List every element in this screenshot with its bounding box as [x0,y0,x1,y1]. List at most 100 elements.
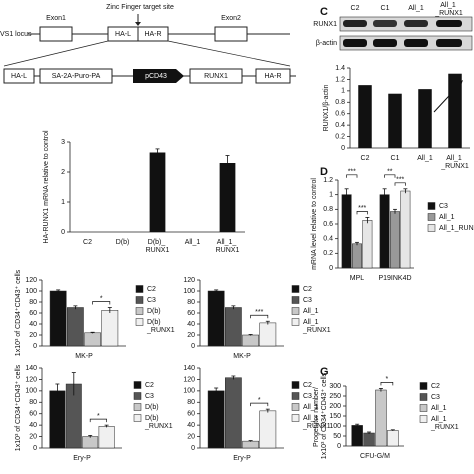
y-tick-label: 0 [341,145,345,152]
chart-panel: 0 20 40 60 80 100 120 C2 C3 All_1 All_1 _RUNX1 *** M… [183,277,330,360]
x-tick-label: C2 [361,155,370,162]
bar [352,243,362,269]
guide-line [3,40,109,67]
y-tick-label: 1 [341,88,345,95]
y-tick-label: 120 [25,277,37,284]
significance-label: *** [396,177,404,184]
arm-label: HA-R [144,31,161,38]
y-tick-label: 0 [33,445,37,452]
x-tick-label: MK-P [233,353,251,360]
arm-box [3,68,35,84]
y-tick-label: 3 [61,139,65,146]
blot-band [373,39,397,47]
bar [98,426,115,449]
y-tick-label: 0 [61,229,65,236]
y-tick-label: 100 [25,288,37,295]
bar [225,307,242,347]
legend-swatch [419,404,428,412]
x-tick-label: MPL [350,275,365,282]
legend-swatch [427,213,436,221]
legend-swatch [133,403,142,411]
blot-band [404,39,428,47]
legend-swatch [427,224,436,232]
y-tick-label: 40 [187,321,195,328]
legend-swatch [135,285,144,293]
chart-panel: 0 20 40 60 80 100 120 140 C2 C3 All_1 All_1 _RUNX1 *… [183,365,330,462]
bar [259,322,277,347]
legend-label: C2 [303,382,312,389]
significance-bracket [346,174,358,178]
legend-swatch [135,296,144,304]
x-tick-label: CFU-G/M [360,453,390,460]
y-tick-label: 0.4 [323,236,333,243]
cassette-box [39,68,113,84]
bar [242,334,259,347]
bar [379,194,390,269]
y-tick-label: 100 [329,423,341,430]
y-tick-label: 40 [187,422,195,429]
significance-label: *** [255,309,263,316]
y-tick-label: 80 [187,299,195,306]
chart-panel: C 0 0.2 0.4 0.6 0.8 1 1.2 1.4 RUNX1/β-actin C2 C1 Al… [320,6,470,170]
y-tick-label: 80 [29,299,37,306]
legend-swatch [291,318,300,326]
bar [448,73,462,148]
legend-swatch [135,307,144,315]
bar [375,389,387,447]
y-tick-label: 20 [187,433,195,440]
bar [101,310,119,347]
y-axis-label: RUNX1/β-actin [323,84,330,131]
bar [400,190,411,269]
bar [49,390,66,449]
significance-bracket [250,402,269,407]
arm-box [137,26,169,42]
legend-label: All_1 [303,308,319,315]
x-tick-label: D(b) [116,239,130,246]
y-tick-label: 150 [329,413,341,420]
significance-label: *** [358,205,366,212]
guide-line [167,40,291,67]
chart-panel: D 0 0.2 0.4 0.6 0.8 1 1.2 mRNA level relative to… [311,166,474,282]
x-tick-label: MK-P [75,353,93,360]
x-tick-label: P19INK4D [378,275,411,282]
x-tick-label: All_1_ RUNX1 [216,239,240,254]
y-tick-label: 1.2 [335,76,345,83]
y-tick-label: 140 [183,365,195,372]
panel-letter: C [320,6,328,18]
y-axis-label: 1x10³ of CD34⁺CD43⁺ cells [15,364,22,451]
blot-band [436,20,462,27]
legend-swatch [133,392,142,400]
significance-bracket [380,382,394,386]
bar [387,430,399,447]
bar [207,290,225,347]
x-tick-label: All_1 _RUNX1 [440,155,469,170]
legend-swatch [419,415,428,423]
legend-swatch [133,381,142,389]
y-tick-label: 0.8 [323,206,333,213]
y-tick-label: 200 [329,403,341,410]
blot-band [343,20,367,27]
significance-bracket [92,301,111,305]
target-label: Zinc Finger target site [106,4,174,11]
promoter-arrow [133,69,184,83]
y-tick-label: 300 [329,383,341,390]
y-tick-label: 100 [183,288,195,295]
legend-label: All_1 [303,404,319,411]
significance-bracket [356,211,368,215]
blot-lane-label: All_1 _RUNX1 [434,2,463,17]
chart-panel: 0 1 2 3 HA-RUNX1 mRNA relative to control C2 D… [43,130,245,254]
blot-band [436,39,462,47]
bar [207,390,225,449]
y-tick-label: 60 [29,310,37,317]
bar [358,85,372,148]
legend-swatch [419,382,428,390]
y-tick-label: 0.4 [335,122,345,129]
legend-label: D(b) [145,404,159,411]
legend-label: C2 [303,286,312,293]
y-tick-label: 0 [337,443,341,450]
blot-lane-label: All_1 [408,5,424,12]
bar [149,152,166,232]
legend-label: D(b) [147,308,161,315]
y-tick-label: 250 [329,393,341,400]
